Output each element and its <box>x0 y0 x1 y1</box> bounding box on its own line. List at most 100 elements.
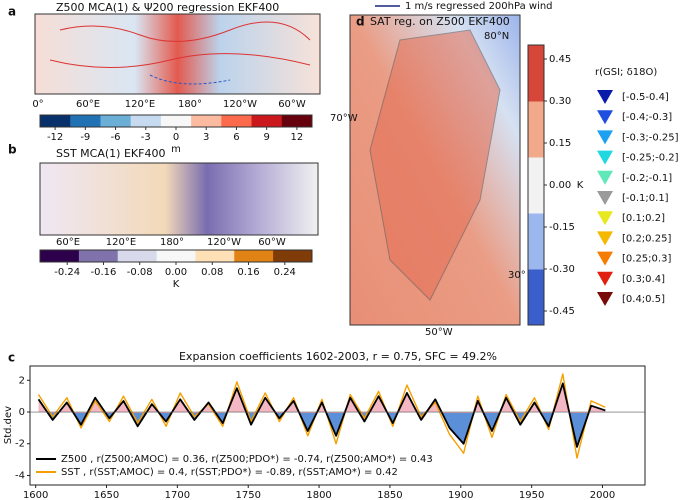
colorbar-tick-label: 0.15 <box>549 138 571 149</box>
lon-label: 60°E <box>76 99 100 110</box>
colorbar-unit: K <box>577 180 584 191</box>
lon-label: 0° <box>32 99 43 110</box>
legend-marker <box>597 130 613 145</box>
colorbar-cell <box>130 115 162 127</box>
x-tick-label: 1950 <box>519 490 544 500</box>
y-tick-label: -4 <box>15 470 25 481</box>
area-negative <box>47 413 589 447</box>
colorbar-cell <box>100 115 132 127</box>
plot-frame <box>29 365 646 486</box>
x-tick-label: 1700 <box>165 490 190 500</box>
x-tick-label: 1900 <box>448 490 473 500</box>
series-line <box>37 373 606 459</box>
colorbar-cell <box>160 115 192 127</box>
colorbar-cell <box>195 250 235 262</box>
legend-label: [0.3;0.4] <box>622 274 665 285</box>
legend-label: [-0.5-0.4] <box>622 92 669 103</box>
x-tick-label: 1850 <box>377 490 402 500</box>
lon-label: 120°E <box>106 237 136 248</box>
colorbar-tick-label: -0.45 <box>549 306 575 317</box>
colorbar-tick-label: 0.16 <box>237 267 259 278</box>
legend-marker <box>597 150 613 165</box>
colorbar-tick-label: -3 <box>141 132 151 143</box>
y-tick-label: -2 <box>15 439 25 450</box>
map-b <box>39 162 319 236</box>
legend-label: [0.2;0.25] <box>622 233 671 244</box>
colorbar-cell <box>221 115 253 127</box>
x-tick-label: 1600 <box>23 490 48 500</box>
lon-label: 60°W <box>278 99 306 110</box>
colorbar-cell <box>40 115 71 127</box>
contour <box>149 74 231 85</box>
legend-label: [-0.1;0.1] <box>622 193 669 204</box>
colorbar-tick-label: 0.30 <box>549 96 571 107</box>
colorbar-unit: m <box>171 144 181 155</box>
y-axis-label: Std.dev <box>3 406 14 444</box>
legend-label: [0.1;0.2] <box>622 213 665 224</box>
x-tick-label: 1800 <box>306 490 331 500</box>
colorbar-tick-label: 0.24 <box>274 267 296 278</box>
x-tick-label: 2000 <box>590 490 615 500</box>
lon-label: 180° <box>178 99 202 110</box>
legend-marker <box>597 110 613 125</box>
legend-marker <box>597 271 613 286</box>
greenland <box>369 29 501 301</box>
colorbar-tick-label: -0.24 <box>54 267 80 278</box>
lon-label: 120°W <box>207 237 241 248</box>
colorbar-tick-label: 0.45 <box>549 54 571 65</box>
colorbar-tick-label: -0.16 <box>91 267 117 278</box>
colorbar-tick-label: -9 <box>80 132 90 143</box>
colorbar-tick-label: -0.15 <box>549 222 575 233</box>
panel-label: c <box>8 351 15 365</box>
legend-label: [0.4;0.5] <box>622 294 665 305</box>
colorbar-cell <box>528 101 544 158</box>
legend-label: [0.25;0.3] <box>622 254 671 265</box>
area-positive <box>38 383 606 413</box>
colorbar-cell <box>528 213 544 270</box>
legend-marker <box>597 170 613 185</box>
lon-label: 60°E <box>56 237 80 248</box>
legend-marker <box>597 292 613 306</box>
legend-label: Z500 , r(Z500;AMOC) = 0.36, r(Z500;PDO*)… <box>61 454 433 465</box>
colorbar-cell <box>528 45 544 102</box>
colorbar-cell <box>528 157 544 214</box>
colorbar-tick-label: 0.00 <box>549 180 571 191</box>
colorbar-cell <box>273 250 313 262</box>
chart-title: Expansion coefficients 1602-2003, r = 0.… <box>179 350 497 363</box>
lon-label: 70°W <box>330 113 358 124</box>
panel-label: b <box>8 143 17 157</box>
colorbar-tick-label: 0 <box>173 132 179 143</box>
legend-marker <box>597 211 613 226</box>
colorbar-cell <box>156 250 196 262</box>
lon-label: 180° <box>160 237 184 248</box>
legend-label: [-0.25;-0.2] <box>622 153 679 164</box>
legend-title: r(GSI; δ18O) <box>595 67 657 78</box>
contour <box>49 21 311 68</box>
colorbar-tick-label: -6 <box>111 132 121 143</box>
x-tick-label: 1650 <box>94 490 119 500</box>
colorbar-tick-label: 6 <box>233 132 239 143</box>
colorbar-cell <box>281 115 313 127</box>
legend-label: SST , r(SST;AMOC) = 0.4, r(SST;PDO*) = -… <box>61 467 398 478</box>
lon-label: 120°W <box>223 99 257 110</box>
colorbar-cell <box>528 269 544 326</box>
legend-marker <box>597 191 613 205</box>
lon-label: 120°E <box>125 99 155 110</box>
map-a <box>34 13 321 95</box>
legend-label: [-0.4;-0.3] <box>622 112 672 123</box>
lat-label: 80°N <box>484 31 509 42</box>
lon-label: 50°W <box>425 327 453 338</box>
wind-legend: 1 m/s regressed 200hPa wind <box>405 1 553 12</box>
colorbar-tick-label: 0.00 <box>165 267 187 278</box>
colorbar-cell <box>117 250 158 262</box>
panel-label: a <box>8 5 16 19</box>
colorbar-tick-label: -0.08 <box>127 267 153 278</box>
colorbar-cell <box>191 115 222 127</box>
panel-label: d <box>356 15 365 29</box>
colorbar-cell <box>78 250 119 262</box>
colorbar-tick-label: 9 <box>263 132 269 143</box>
series-line <box>37 382 606 448</box>
y-tick-label: 2 <box>19 375 25 386</box>
colorbar-cell <box>40 250 80 262</box>
